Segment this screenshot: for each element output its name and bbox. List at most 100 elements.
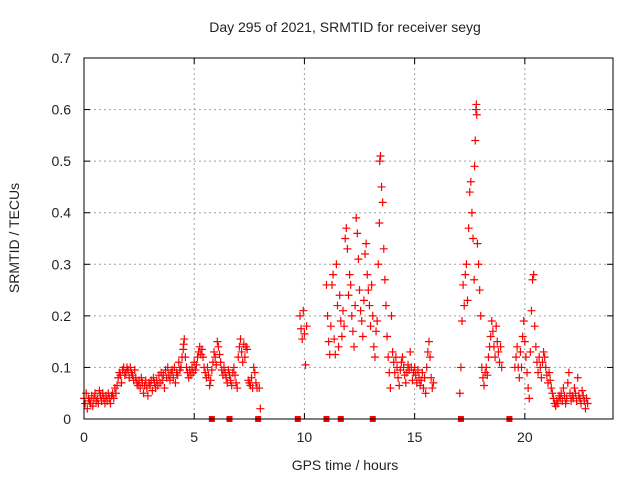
data-point	[374, 260, 383, 269]
data-point	[465, 188, 474, 197]
data-point	[174, 358, 183, 367]
data-point	[356, 306, 365, 315]
data-point	[181, 353, 190, 362]
data-point	[386, 384, 395, 393]
data-point	[247, 373, 256, 382]
data-point	[211, 353, 220, 362]
data-point	[547, 384, 556, 393]
data-point	[493, 337, 502, 346]
data-point	[538, 358, 547, 367]
data-point	[216, 358, 225, 367]
data-point	[126, 363, 135, 372]
data-point	[240, 353, 249, 362]
data-point	[525, 394, 534, 403]
data-point	[470, 162, 479, 171]
data-point	[370, 353, 379, 362]
data-point	[581, 404, 590, 413]
data-point	[395, 381, 404, 390]
data-point	[363, 270, 372, 279]
data-point	[570, 384, 579, 393]
data-point	[388, 347, 397, 356]
data-point	[326, 322, 335, 331]
y-tick-label: 0.2	[52, 308, 72, 324]
data-point	[109, 394, 118, 403]
data-point	[563, 378, 572, 387]
data-point	[249, 363, 258, 372]
x-tick-label: 10	[297, 429, 313, 445]
y-tick-label: 0.4	[52, 205, 72, 221]
data-point	[530, 322, 539, 331]
data-point	[191, 366, 200, 375]
data-point	[224, 366, 233, 375]
data-point	[111, 389, 120, 398]
data-point	[408, 376, 417, 385]
data-point	[344, 291, 353, 300]
data-point	[424, 337, 433, 346]
data-point	[343, 244, 352, 253]
data-point	[528, 275, 537, 284]
data-point	[486, 332, 495, 341]
data-point	[531, 342, 540, 351]
data-point	[398, 353, 407, 362]
data-point	[299, 306, 308, 315]
data-point	[492, 322, 501, 331]
data-point	[214, 342, 223, 351]
data-point	[212, 360, 221, 369]
data-point	[578, 386, 587, 395]
data-point	[494, 347, 503, 356]
data-point	[330, 335, 339, 344]
data-point	[327, 280, 336, 289]
data-point	[561, 399, 570, 408]
data-point	[199, 353, 208, 362]
data-point	[331, 350, 340, 359]
data-point	[517, 363, 526, 372]
data-point	[366, 322, 375, 331]
data-point	[229, 363, 238, 372]
data-point	[203, 363, 212, 372]
x-tick-label: 20	[517, 429, 533, 445]
y-axis-label: SRMTID / TECUs	[6, 183, 22, 293]
x-tick-labels: 0 5 10 15 20	[80, 429, 533, 445]
data-point	[401, 378, 410, 387]
data-point	[467, 208, 476, 217]
data-point	[512, 353, 521, 362]
data-point	[171, 378, 180, 387]
data-point	[215, 350, 224, 359]
data-point	[534, 368, 543, 377]
data-point	[464, 224, 473, 233]
data-point	[472, 110, 481, 119]
data-point	[232, 378, 241, 387]
data-point	[456, 363, 465, 372]
data-point	[173, 371, 182, 380]
data-point	[537, 373, 546, 382]
data-point	[564, 368, 573, 377]
data-point	[423, 347, 432, 356]
data-point	[376, 151, 385, 160]
data-points	[80, 100, 592, 422]
data-point	[296, 311, 305, 320]
x-tick-label: 5	[190, 429, 198, 445]
data-point	[219, 363, 228, 372]
data-point	[357, 317, 366, 326]
data-point	[480, 381, 489, 390]
data-point	[106, 399, 115, 408]
data-point	[527, 306, 536, 315]
data-point	[329, 270, 338, 279]
data-point	[487, 317, 496, 326]
data-point	[387, 311, 396, 320]
data-point	[210, 347, 219, 356]
data-point	[250, 368, 259, 377]
data-point	[461, 270, 470, 279]
data-point	[256, 404, 265, 413]
data-point	[230, 371, 239, 380]
data-point	[227, 381, 236, 390]
data-point	[546, 376, 555, 385]
y-tick-label: 0.3	[52, 256, 72, 272]
data-point	[130, 366, 139, 375]
data-point	[496, 342, 505, 351]
data-point	[179, 340, 188, 349]
data-point	[213, 337, 222, 346]
data-point	[350, 342, 359, 351]
data-point	[160, 384, 169, 393]
y-tick-label: 0.6	[52, 102, 72, 118]
